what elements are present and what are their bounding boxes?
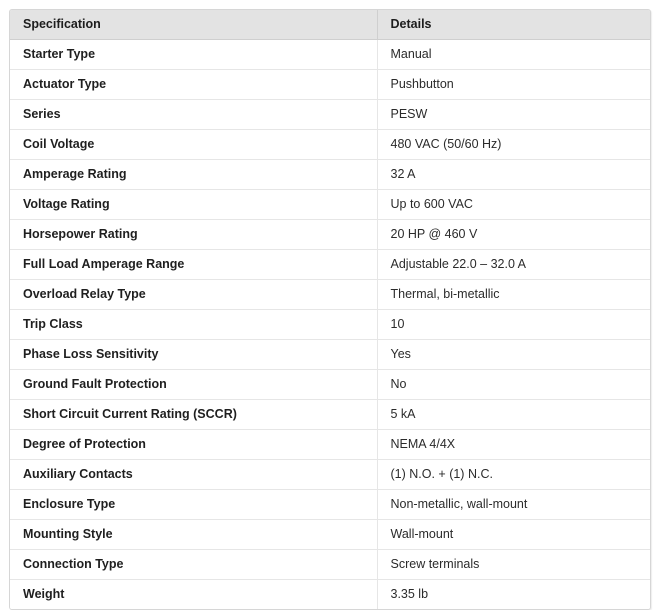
spec-name-cell: Overload Relay Type [10,279,378,310]
spec-name-cell: Coil Voltage [10,129,378,160]
spec-detail-cell: (1) N.O. + (1) N.C. [377,459,650,490]
spec-detail-cell: Wall-mount [377,519,650,550]
spec-name-cell: Horsepower Rating [10,219,378,250]
table-row: Overload Relay Type Thermal, bi-metallic [10,279,650,310]
specifications-table: Specification Details Starter Type Manual… [10,10,650,609]
column-header-details: Details [377,10,650,40]
table-row: Ground Fault Protection No [10,369,650,400]
table-row: Mounting Style Wall-mount [10,519,650,550]
table-row: Connection Type Screw terminals [10,549,650,580]
table-row: Full Load Amperage Range Adjustable 22.0 … [10,249,650,280]
table-row: Trip Class 10 [10,309,650,340]
table-body: Starter Type Manual Actuator Type Pushbutto… [10,39,650,609]
spec-name-cell: Short Circuit Current Rating (SCCR) [10,399,378,430]
table-row: Degree of Protection NEMA 4/4X [10,429,650,460]
spec-name-cell: Trip Class [10,309,378,340]
spec-name-cell: Auxiliary Contacts [10,459,378,490]
spec-detail-cell: Thermal, bi-metallic [377,279,650,310]
spec-name-cell: Starter Type [10,39,378,70]
table-row: Horsepower Rating 20 HP @ 460 V [10,219,650,250]
specifications-table-container: Specification Details Starter Type Manual… [9,9,651,610]
spec-detail-cell: Yes [377,339,650,370]
spec-detail-cell: Manual [377,39,650,70]
table-row: Phase Loss Sensitivity Yes [10,339,650,370]
table-row: Starter Type Manual [10,39,650,70]
spec-name-cell: Connection Type [10,549,378,580]
spec-name-cell: Mounting Style [10,519,378,550]
spec-detail-cell: Pushbutton [377,69,650,100]
spec-detail-cell: 480 VAC (50/60 Hz) [377,129,650,160]
table-row: Amperage Rating 32 A [10,159,650,190]
spec-detail-cell: Adjustable 22.0 – 32.0 A [377,249,650,280]
spec-name-cell: Full Load Amperage Range [10,249,378,280]
table-row: Coil Voltage 480 VAC (50/60 Hz) [10,129,650,160]
spec-name-cell: Voltage Rating [10,189,378,220]
spec-detail-cell: 3.35 lb [377,579,650,609]
spec-detail-cell: Non-metallic, wall-mount [377,489,650,520]
spec-name-cell: Ground Fault Protection [10,369,378,400]
table-row: Series PESW [10,99,650,130]
spec-detail-cell: 10 [377,309,650,340]
spec-detail-cell: Up to 600 VAC [377,189,650,220]
table-row: Short Circuit Current Rating (SCCR) 5 kA [10,399,650,430]
spec-name-cell: Actuator Type [10,69,378,100]
spec-name-cell: Series [10,99,378,130]
spec-name-cell: Weight [10,579,378,609]
spec-name-cell: Degree of Protection [10,429,378,460]
table-row: Actuator Type Pushbutton [10,69,650,100]
column-header-specification: Specification [10,10,378,40]
spec-detail-cell: 5 kA [377,399,650,430]
table-header-row: Specification Details [10,10,650,40]
spec-detail-cell: No [377,369,650,400]
table-header: Specification Details [10,10,650,40]
spec-detail-cell: NEMA 4/4X [377,429,650,460]
spec-name-cell: Enclosure Type [10,489,378,520]
spec-detail-cell: Screw terminals [377,549,650,580]
table-row: Enclosure Type Non-metallic, wall-mount [10,489,650,520]
spec-detail-cell: 32 A [377,159,650,190]
spec-detail-cell: PESW [377,99,650,130]
table-row: Auxiliary Contacts (1) N.O. + (1) N.C. [10,459,650,490]
spec-name-cell: Amperage Rating [10,159,378,190]
spec-name-cell: Phase Loss Sensitivity [10,339,378,370]
table-row: Voltage Rating Up to 600 VAC [10,189,650,220]
table-row: Weight 3.35 lb [10,579,650,609]
spec-detail-cell: 20 HP @ 460 V [377,219,650,250]
